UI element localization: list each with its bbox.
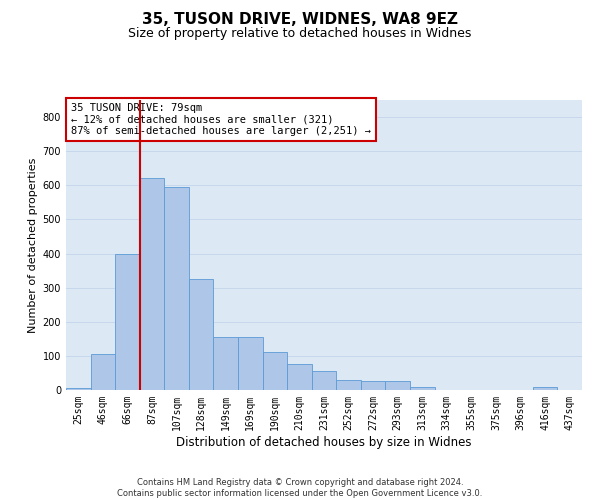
Y-axis label: Number of detached properties: Number of detached properties [28, 158, 38, 332]
Bar [91, 354, 115, 390]
Bar [238, 337, 263, 390]
Bar [263, 352, 287, 390]
Text: Size of property relative to detached houses in Widnes: Size of property relative to detached ho… [128, 28, 472, 40]
Bar [312, 371, 336, 390]
Bar [385, 382, 410, 390]
Bar [361, 382, 385, 390]
Bar [214, 337, 238, 390]
Bar [189, 279, 214, 390]
Bar [164, 187, 189, 390]
Bar [66, 388, 91, 390]
Bar [533, 386, 557, 390]
Bar [115, 254, 140, 390]
Bar [336, 380, 361, 390]
Text: Contains HM Land Registry data © Crown copyright and database right 2024.
Contai: Contains HM Land Registry data © Crown c… [118, 478, 482, 498]
Bar [287, 364, 312, 390]
Bar [140, 178, 164, 390]
X-axis label: Distribution of detached houses by size in Widnes: Distribution of detached houses by size … [176, 436, 472, 448]
Text: 35, TUSON DRIVE, WIDNES, WA8 9EZ: 35, TUSON DRIVE, WIDNES, WA8 9EZ [142, 12, 458, 28]
Bar [410, 386, 434, 390]
Text: 35 TUSON DRIVE: 79sqm
← 12% of detached houses are smaller (321)
87% of semi-det: 35 TUSON DRIVE: 79sqm ← 12% of detached … [71, 103, 371, 136]
